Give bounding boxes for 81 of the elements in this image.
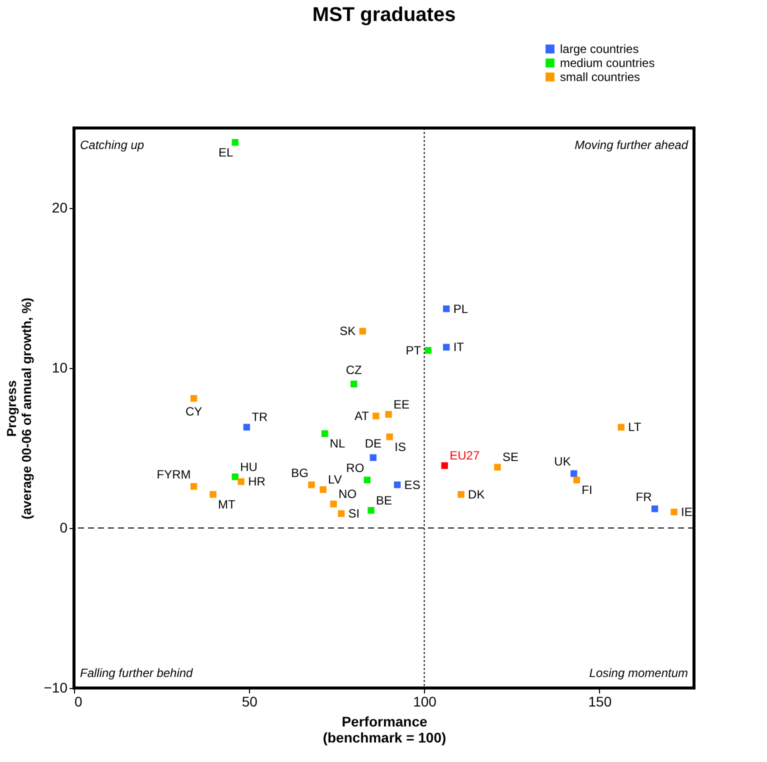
point [385, 411, 392, 418]
point [441, 462, 448, 469]
point [370, 454, 376, 461]
annotation: CY [185, 404, 202, 418]
point [308, 481, 315, 488]
annotation: FYRM [156, 467, 191, 482]
point [442, 305, 450, 312]
annotation: FI [582, 483, 592, 497]
annotation: HR [248, 474, 266, 489]
annotation: RO [346, 461, 364, 475]
y-tick-label: 10 [52, 360, 68, 376]
annotation: DE [364, 436, 382, 451]
point [424, 347, 432, 354]
x-axis-title: Performance (benchmark = 100) [322, 714, 446, 746]
annotation: AT [354, 409, 370, 423]
annotation: IE [681, 505, 692, 519]
point [573, 476, 580, 484]
point [458, 491, 464, 498]
annotation: UK [554, 454, 571, 469]
annotation: PT [406, 343, 422, 358]
annotation: ES [404, 478, 420, 492]
point [190, 483, 198, 490]
x-tick-label: 100 [413, 694, 437, 710]
annotation: BE [376, 493, 392, 508]
annotation: PL [453, 302, 468, 316]
legend-label: large countries [560, 42, 639, 56]
point [651, 505, 658, 512]
annotation: SI [348, 506, 360, 521]
point [364, 476, 371, 484]
annotation: Moving further ahead [574, 138, 688, 152]
x-tick-label: 0 [74, 694, 82, 710]
point [494, 464, 501, 471]
annotation: Losing momentum [589, 666, 688, 680]
point [350, 380, 358, 388]
annotation: NO [338, 487, 357, 501]
annotation: SK [340, 324, 356, 338]
annotation: Catching up [80, 138, 144, 152]
point [394, 481, 401, 488]
point [570, 470, 578, 477]
annotation: MT [218, 497, 236, 512]
point [330, 500, 337, 508]
annotation: BG [291, 466, 308, 480]
annotation: EE [394, 397, 410, 412]
point [238, 478, 244, 485]
annotation: HU [240, 460, 258, 474]
annotation: CZ [346, 363, 362, 377]
annotation: LV [328, 472, 342, 487]
y-tick-label: 20 [52, 200, 68, 216]
legend-label: small countries [560, 70, 640, 84]
x-tick-label: 150 [588, 694, 612, 710]
annotation: IT [453, 340, 465, 354]
point [670, 508, 678, 516]
point [232, 139, 238, 146]
point [320, 486, 326, 493]
x-tick-label: 50 [242, 694, 258, 710]
annotation: NL [330, 436, 346, 451]
annotation: TR [252, 410, 268, 424]
annotation: LT [628, 420, 642, 434]
point [338, 510, 345, 517]
y-axis-title: Progress (average 00-06 of annual growth, %) [4, 298, 34, 520]
chart-title: MST graduates [312, 4, 456, 26]
annotation: EL [218, 145, 234, 160]
legend-label: medium countries [560, 56, 655, 70]
y-tick-label: 0 [60, 520, 68, 536]
point [368, 507, 374, 514]
point [243, 424, 250, 431]
point [210, 491, 216, 498]
y-tick-label: −10 [44, 680, 68, 696]
point [359, 328, 366, 335]
point [190, 395, 198, 402]
point [386, 433, 393, 440]
annotation: Falling further behind [80, 666, 194, 680]
point [442, 344, 450, 351]
point [372, 412, 380, 420]
point [321, 430, 328, 437]
annotation: SE [502, 450, 519, 464]
annotation: FR [636, 490, 652, 504]
annotation: EU27 [450, 448, 480, 463]
annotation: DK [468, 487, 485, 502]
annotation: IS [394, 440, 406, 454]
point [618, 424, 624, 431]
